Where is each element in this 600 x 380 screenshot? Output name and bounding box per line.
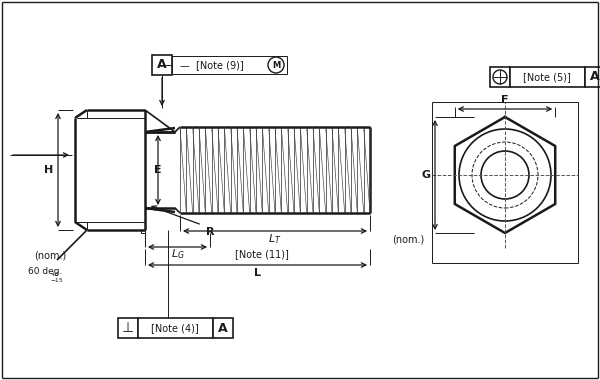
Text: H: H bbox=[44, 165, 53, 175]
Text: G: G bbox=[421, 170, 431, 180]
Bar bbox=[585, 67, 600, 87]
Bar bbox=[152, 55, 172, 75]
Bar bbox=[510, 67, 585, 87]
Text: $L_T$: $L_T$ bbox=[268, 232, 282, 246]
Text: —  [Note (9)]: — [Note (9)] bbox=[180, 60, 244, 70]
Text: A: A bbox=[157, 59, 167, 71]
Text: M: M bbox=[272, 60, 280, 70]
Text: (nom.): (nom.) bbox=[392, 234, 424, 244]
Bar bbox=[172, 56, 287, 74]
Text: $L_G$: $L_G$ bbox=[170, 247, 184, 261]
Text: A: A bbox=[590, 71, 600, 84]
Text: L: L bbox=[254, 268, 261, 278]
Text: (nom.): (nom.) bbox=[34, 250, 66, 260]
Text: $^{+0}_{-15}$: $^{+0}_{-15}$ bbox=[50, 271, 64, 285]
Text: E: E bbox=[154, 165, 162, 175]
Text: A: A bbox=[218, 321, 228, 334]
Bar bbox=[138, 318, 213, 338]
Text: [Note (4)]: [Note (4)] bbox=[151, 323, 199, 333]
Text: ⊥: ⊥ bbox=[122, 321, 134, 335]
Bar bbox=[213, 318, 233, 338]
Text: R: R bbox=[206, 227, 214, 237]
Text: [Note (11)]: [Note (11)] bbox=[235, 249, 289, 259]
Text: F: F bbox=[501, 95, 509, 105]
Text: 60 deg.: 60 deg. bbox=[28, 268, 62, 277]
Text: [Note (5)]: [Note (5)] bbox=[523, 72, 571, 82]
Bar bbox=[118, 318, 138, 338]
Bar bbox=[490, 67, 510, 87]
